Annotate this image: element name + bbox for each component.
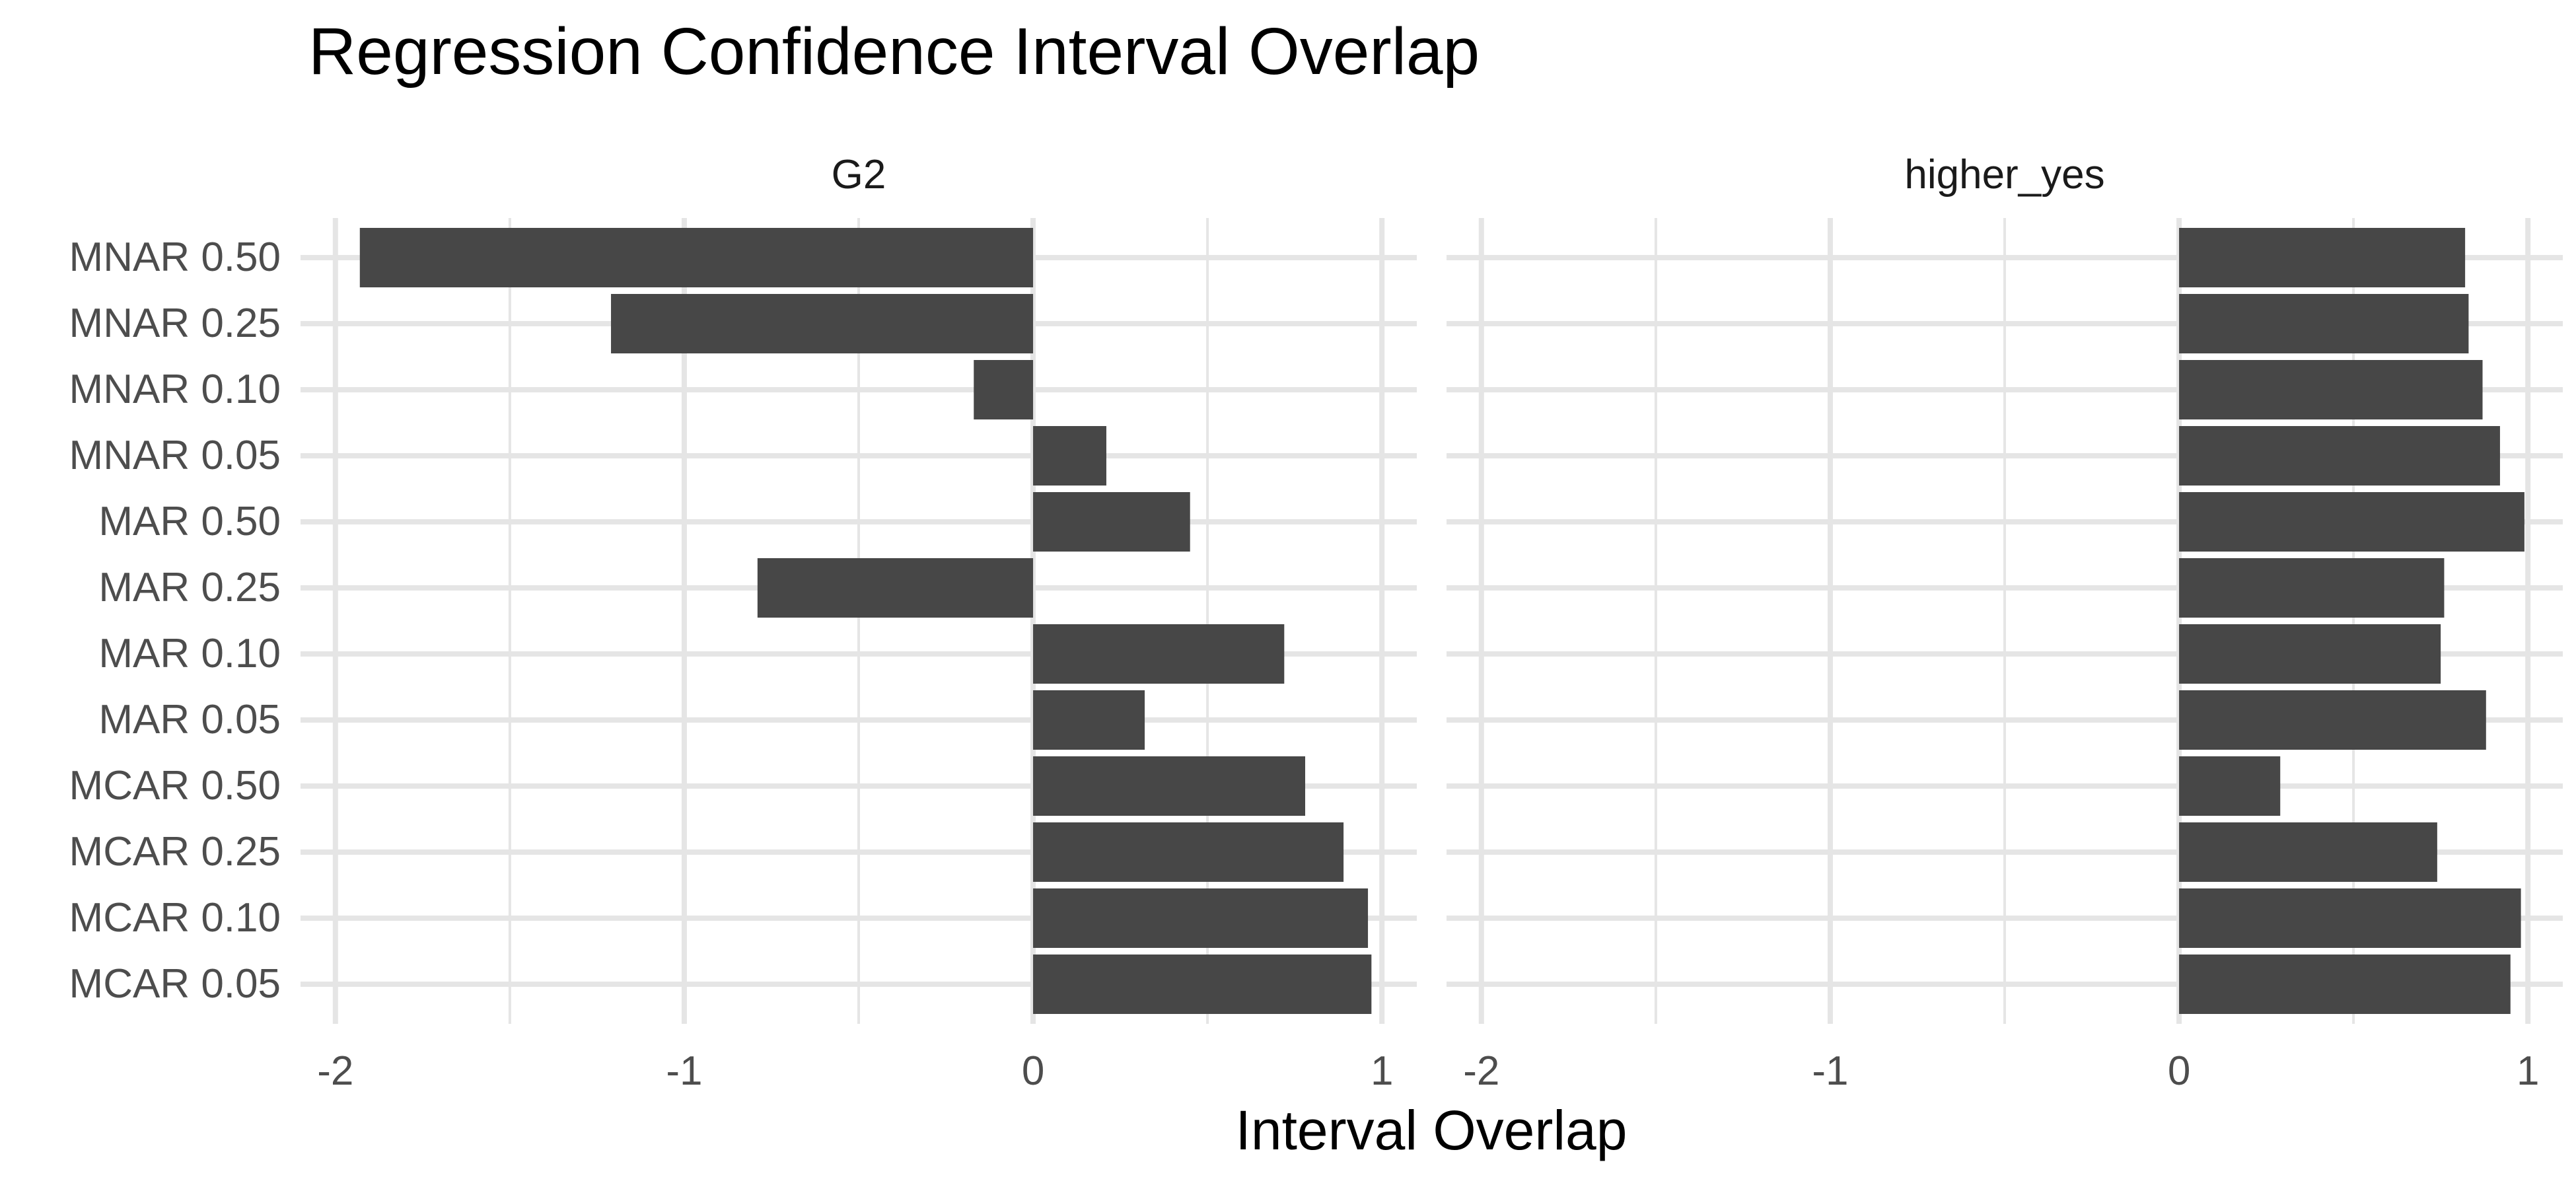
panel-higher-yes: higher_yes -2 -1 0 1 [1447,152,2563,1094]
panel-strip-label: G2 [832,152,886,198]
bar [359,228,1034,287]
x-tick-label: -2 [1463,1048,1499,1094]
bar [1033,955,1372,1014]
y-tick-label: MAR 0.50 [98,499,281,544]
bar [1033,822,1344,882]
y-tick-label: MCAR 0.05 [69,961,281,1007]
bar [2179,426,2500,486]
y-tick-label: MAR 0.05 [98,697,281,742]
bar [1033,426,1106,486]
bar [2179,888,2521,948]
bar [1033,756,1305,816]
y-tick-label: MCAR 0.50 [69,763,281,809]
bar [1033,888,1369,948]
x-tick-label: 0 [1022,1048,1044,1094]
bar [2179,690,2486,750]
x-tick-label: -1 [1812,1048,1848,1094]
panel-strip-label: higher_yes [1904,152,2104,198]
bar [2179,294,2469,353]
bar [974,360,1034,419]
x-axis-label: Interval Overlap [1236,1099,1628,1161]
y-tick-label: MNAR 0.10 [69,367,281,412]
y-tick-label: MCAR 0.10 [69,895,281,941]
y-axis-labels: MNAR 0.50 MNAR 0.25 MNAR 0.10 MNAR 0.05 MAR … [69,234,281,1007]
y-tick-label: MAR 0.25 [98,565,281,610]
chart-title: Regression Confidence Interval Overlap [308,15,1480,89]
y-tick-label: MNAR 0.50 [69,234,281,280]
x-tick-label: -2 [317,1048,353,1094]
panel-g2: G2 -2 -1 0 1 [301,152,1417,1094]
bar [2179,756,2281,816]
x-tick-label: 1 [1371,1048,1393,1094]
y-tick-label: MCAR 0.25 [69,829,281,875]
bar [1033,690,1145,750]
bar [2179,360,2483,419]
x-tick-label: -1 [666,1048,702,1094]
bar [2179,492,2524,552]
y-tick-label: MNAR 0.05 [69,433,281,478]
y-tick-label: MAR 0.10 [98,631,281,676]
bar [1033,492,1190,552]
bar [1033,624,1285,684]
y-tick-label: MNAR 0.25 [69,301,281,346]
bar [2179,558,2445,618]
bar [2179,822,2437,882]
bar [2179,228,2466,287]
bar [2179,624,2441,684]
bar [757,558,1034,618]
bar [611,294,1034,353]
x-tick-label: 0 [2168,1048,2190,1094]
x-tick-label: 1 [2517,1048,2539,1094]
bar [2179,955,2511,1014]
